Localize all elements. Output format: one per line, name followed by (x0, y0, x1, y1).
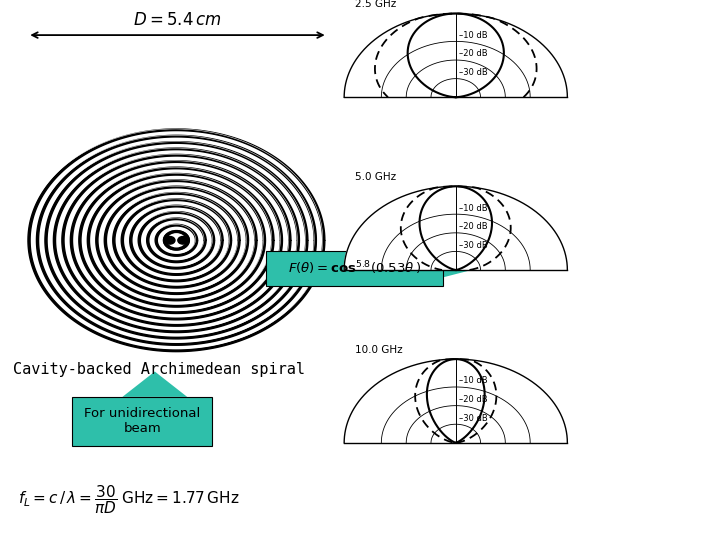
Polygon shape (53, 148, 300, 333)
Polygon shape (138, 212, 215, 269)
Text: Cavity-backed Archimedean spiral: Cavity-backed Archimedean spiral (13, 362, 305, 377)
Circle shape (178, 237, 188, 244)
Polygon shape (147, 218, 206, 262)
Text: –10 dB: –10 dB (459, 376, 487, 386)
Polygon shape (71, 161, 282, 320)
Text: 10.0 GHz: 10.0 GHz (356, 345, 403, 355)
Text: $f_L = c\,/\,\lambda = \dfrac{30}{\pi D}\;\mathrm{GHz} = 1.77\,\mathrm{GHz}$: $f_L = c\,/\,\lambda = \dfrac{30}{\pi D}… (18, 483, 239, 516)
Polygon shape (28, 129, 325, 352)
Text: –20 dB: –20 dB (459, 222, 487, 231)
Circle shape (165, 237, 175, 244)
Text: –30 dB: –30 dB (459, 241, 487, 250)
Text: –20 dB: –20 dB (459, 50, 487, 58)
Polygon shape (79, 167, 274, 313)
FancyBboxPatch shape (72, 397, 212, 445)
Polygon shape (122, 372, 187, 397)
Text: –30 dB: –30 dB (459, 414, 487, 423)
Polygon shape (62, 154, 291, 326)
FancyBboxPatch shape (266, 251, 443, 286)
Text: –10 dB: –10 dB (459, 31, 487, 40)
Polygon shape (104, 186, 248, 294)
Polygon shape (45, 141, 308, 339)
Polygon shape (37, 136, 316, 345)
Text: –10 dB: –10 dB (459, 204, 487, 213)
Polygon shape (113, 193, 240, 288)
Polygon shape (443, 251, 493, 278)
Polygon shape (344, 359, 567, 443)
Polygon shape (121, 199, 232, 282)
Circle shape (163, 231, 189, 250)
Text: For unidirectional
beam: For unidirectional beam (84, 407, 200, 435)
Polygon shape (344, 186, 567, 270)
Text: –20 dB: –20 dB (459, 395, 487, 404)
Text: $D = 5.4\,cm$: $D = 5.4\,cm$ (133, 12, 222, 29)
Polygon shape (87, 173, 266, 307)
Polygon shape (156, 225, 197, 256)
Polygon shape (172, 237, 181, 244)
Polygon shape (344, 14, 567, 97)
Polygon shape (130, 205, 223, 275)
Text: 5.0 GHz: 5.0 GHz (356, 172, 397, 182)
Text: $F(\theta )= \mathbf{cos}^{5.8}(0.53\theta\,)$: $F(\theta )= \mathbf{cos}^{5.8}(0.53\the… (288, 260, 421, 278)
Circle shape (168, 234, 185, 247)
Text: 2.5 GHz: 2.5 GHz (356, 0, 397, 9)
Polygon shape (96, 180, 257, 301)
Polygon shape (163, 231, 189, 250)
Text: –30 dB: –30 dB (459, 68, 487, 77)
